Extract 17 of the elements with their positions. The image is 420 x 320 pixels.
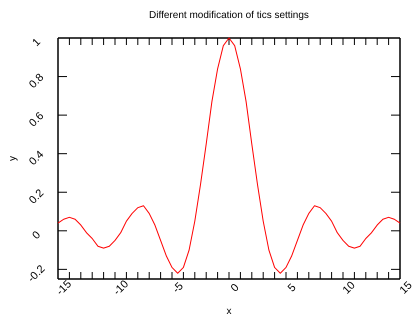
y-tick-label: 0.6 <box>26 110 46 130</box>
y-tick-label: 0.8 <box>26 72 46 91</box>
x-tick-label: -5 <box>170 280 186 296</box>
x-tick-label: 10 <box>340 279 358 297</box>
y-tick-label: 0.4 <box>26 148 46 168</box>
x-tick-label: -10 <box>111 278 132 298</box>
y-tick-label: 0.2 <box>26 187 46 206</box>
y-tick-label: -0.2 <box>26 263 48 285</box>
y-axis-title: y <box>8 156 18 161</box>
x-tick-label: 0 <box>228 282 242 294</box>
y-tick-label: 1 <box>30 36 44 50</box>
x-tick-label: -15 <box>54 278 74 298</box>
x-axis-title: x <box>226 306 232 317</box>
x-tick-label: 15 <box>398 279 415 297</box>
x-tick-label: 5 <box>286 282 299 294</box>
y-tick-label: 0 <box>30 228 44 242</box>
chart-title: Different modification of tics settings <box>149 10 309 21</box>
